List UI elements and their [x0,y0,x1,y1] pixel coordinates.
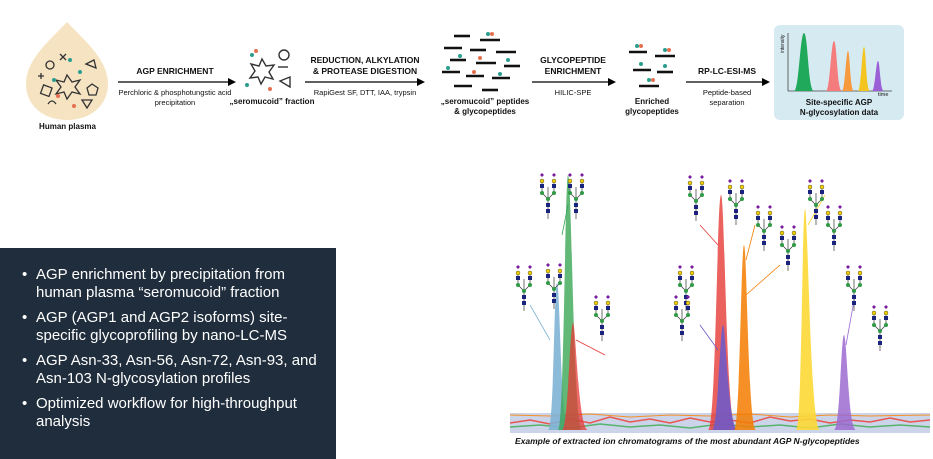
step2-title-2: & PROTEASE DIGESTION [312,66,418,76]
result-x-axis: time [878,92,889,98]
result-box: intensity time Site-specific AGP N-glyco… [774,25,904,120]
step2-sub: RapiGest SF, DTT, IAA, trypsin [313,88,417,97]
start-label: Human plasma [39,122,96,131]
step3-sub: HILIC-SPE [554,88,592,97]
summary-bullet-3: AGP Asn-33, Asn-56, Asn-72, Asn-93, and … [22,352,322,388]
arrow-icon [686,78,770,86]
glycan-icon [515,265,533,311]
glycan-icon [687,175,705,221]
arrow-icon [532,78,616,86]
glycan-structures [515,173,889,351]
glycan-icon [807,179,825,225]
chromatogram-figure [510,173,930,433]
glycan-icon [677,265,695,311]
arrow-icon [118,78,236,86]
peptides-icon [442,32,520,92]
peak-purple [712,325,738,430]
step4-sub-2: separation [709,98,745,107]
result-line2: N-glycosylation data [799,108,879,117]
peak-orange [734,245,756,430]
step1-sub: Perchloric & phosphotungstic acid precip… [118,88,232,107]
glycan-icon [545,263,563,309]
step4-title: RP-LC-ESI-MS [697,66,757,76]
summary-bullet-1: AGP enrichment by precipitation from hum… [22,266,322,302]
node2-label-2: & glycopeptides [454,107,516,116]
summary-bullet-4: Optimized workflow for high-throughput a… [22,395,322,431]
glycan-icon [567,173,585,219]
glycan-icon [871,305,889,351]
peak-violet [834,335,856,430]
glycan-icon [727,179,745,225]
step2-title-1: REDUCTION, ALKYLATION [310,55,420,65]
step4-sub-1: Peptide-based [702,88,752,97]
glycan-icon [539,173,557,219]
node3-label-2: glycopeptides [625,107,679,116]
node2-label-1: „seromucoid” peptides [440,97,530,106]
peak-blue [548,283,568,430]
result-chromatogram-icon [787,33,892,92]
step1-title: AGP ENRICHMENT [136,66,214,76]
step3-title-2: ENRICHMENT [544,66,602,76]
seromucoid-icon [245,49,291,91]
glycan-icon [673,295,691,341]
figure-caption: Example of extracted ion chromatograms o… [515,436,860,446]
arrow-icon [305,78,425,86]
peak-green [558,175,582,430]
glycan-icon [755,205,773,251]
peak-red-small [562,323,588,430]
result-line1: Site-specific AGP [805,98,873,107]
glycan-icon [779,225,797,271]
glycopeptides-icon [629,44,675,88]
plasma-drop-icon [26,22,108,120]
step3-title-1: GLYCOPEPTIDE [540,55,606,65]
glycan-icon [845,265,863,311]
result-y-axis: intensity [780,34,786,53]
peak-red [708,195,736,430]
glycan-icon [825,205,843,251]
peak-yellow [796,209,820,430]
glycan-icon [593,295,611,341]
summary-panel: AGP enrichment by precipitation from hum… [0,248,336,459]
node1-label: „seromucoid” fraction [229,97,315,106]
node3-label-1: Enriched [634,97,670,106]
summary-bullet-2: AGP (AGP1 and AGP2 isoforms) site-specif… [22,309,322,345]
summary-list: AGP enrichment by precipitation from hum… [0,248,336,431]
